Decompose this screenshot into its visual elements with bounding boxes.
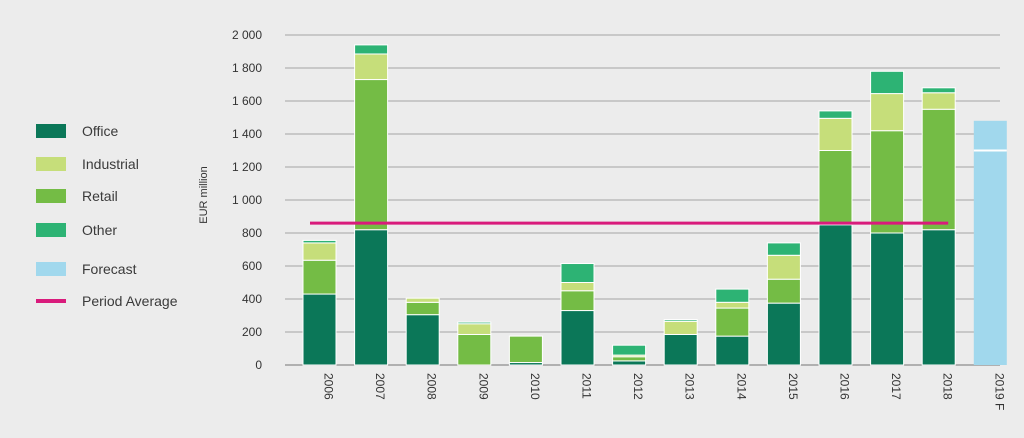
x-tick-label: 2010 [528,373,542,400]
bar-segment-office [612,360,647,366]
bar-segment-retail [870,130,905,234]
x-tick-label: 2016 [838,373,852,400]
y-tick-label: 1 200 [232,160,262,174]
bar-segment-retail [508,335,543,364]
y-tick-label: 1 400 [232,127,262,141]
y-tick-label: 2 000 [232,28,262,42]
bar-segment-retail [457,333,492,366]
bar-segment-industrial [766,254,801,280]
x-tick-label: 2006 [322,373,336,400]
bar-segment-industrial [560,282,595,292]
legend-label: Office [82,123,119,139]
bar-segment-other [818,110,853,119]
bar-segment-other [870,70,905,95]
bar-segment-other [921,87,956,94]
y-tick-label: 1 600 [232,94,262,108]
bar-segment-retail [818,150,853,226]
bar-segment-other [766,242,801,256]
bar-segment-other [560,263,595,283]
legend-item: Retail [36,186,118,206]
y-tick-label: 600 [242,259,262,273]
bar-segment-office [663,333,698,366]
x-tick-label: 2011 [580,373,594,399]
bar-segment-industrial [663,320,698,335]
bar-segment-industrial [302,242,337,261]
legend-label: Retail [82,188,118,204]
legend-swatch [36,124,66,138]
x-tick-label: 2013 [683,373,697,400]
legend-item: Other [36,220,117,240]
bar-segment-office [560,310,595,366]
chart-legend: Office Industrial Retail Other Forecast Perio… [36,116,216,316]
legend-swatch [36,223,66,237]
y-axis-title: EUR million [198,166,210,223]
bar-segment-retail [766,278,801,304]
bar-segment-industrial [870,93,905,132]
legend-swatch [36,262,66,276]
legend-label: Period Average [82,293,178,309]
x-tick-label: 2007 [373,373,387,400]
bar-segment-other [354,44,389,55]
x-tick-label: 2009 [476,373,490,400]
x-tick-label: 2019 F [992,373,1006,410]
bar-segment-office [818,224,853,366]
bar-segment-industrial [818,117,853,151]
bar-segment-office [870,232,905,366]
bar-segment-industrial [457,323,492,335]
bar-segment-other [715,288,750,303]
y-tick-label: 0 [255,358,262,372]
y-tick-label: 1 000 [232,193,262,207]
legend-label: Forecast [82,261,137,277]
bar-segment-office [715,335,750,366]
legend-item: Period Average [36,291,177,311]
bar-segment-retail [921,108,956,231]
bar-segment-office [302,293,337,366]
x-tick-label: 2015 [786,373,800,400]
y-tick-label: 400 [242,292,262,306]
bar-segment-industrial [715,301,750,309]
legend-label: Other [82,222,118,238]
legend-swatch [36,189,66,203]
legend-item: Forecast [36,259,136,279]
legend-item: Industrial [36,154,139,174]
bar-segment-industrial [405,297,440,303]
legend-swatch [36,299,66,303]
y-tick-label: 800 [242,226,262,240]
bar-segment-office [405,314,440,366]
bar-segment-retail [715,307,750,337]
x-tick-label: 2008 [425,373,439,400]
y-tick-label: 1 800 [232,61,262,75]
legend-swatch [36,157,66,171]
bar-segment-office [766,302,801,366]
legend-label: Industrial [82,156,139,172]
bar-segment-retail [302,259,337,295]
y-tick-label: 200 [242,325,262,339]
bar-segment-retail [405,301,440,316]
bar-segment-retail [560,290,595,312]
x-tick-label: 2018 [941,373,955,400]
bar-segment-industrial [354,53,389,81]
bar-segment-forecast [973,120,1007,365]
bar-segment-other [457,321,492,325]
bar-segment-office [354,229,389,366]
legend-item: Office [36,121,118,141]
x-tick-label: 2017 [889,373,903,400]
bar-segment-office [921,229,956,366]
bar-segment-industrial [921,92,956,110]
x-tick-label: 2014 [734,373,748,400]
bar-segment-retail [612,356,647,362]
bar-segment-other [612,344,647,356]
bar-segment-retail [354,79,389,231]
x-tick-label: 2012 [631,373,645,400]
bar-segment-other [302,239,337,244]
bar-segment-other [663,319,698,322]
